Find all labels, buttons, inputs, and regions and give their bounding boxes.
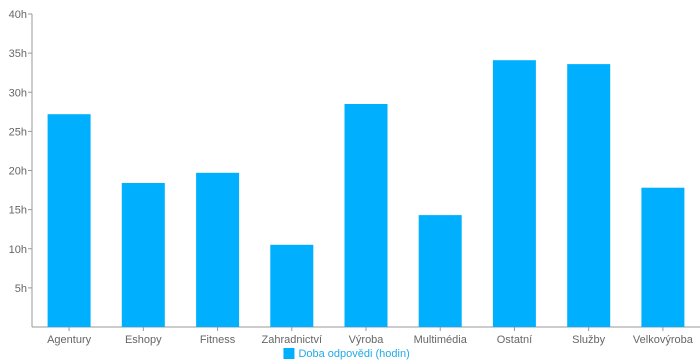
bar[interactable] bbox=[47, 114, 91, 327]
bar[interactable] bbox=[121, 183, 165, 327]
legend-swatch bbox=[283, 348, 295, 359]
y-tick-label: 40h bbox=[9, 9, 27, 21]
x-axis-labels: Agentury Eshopy Fitness Zahradnictví Výroba M… bbox=[47, 334, 694, 346]
x-tick-label: Fitness bbox=[200, 334, 236, 346]
bar[interactable] bbox=[344, 104, 388, 327]
y-tick-label: 5h bbox=[15, 283, 27, 295]
y-tick-label: 35h bbox=[9, 48, 27, 60]
bar[interactable] bbox=[492, 60, 536, 327]
x-tick-label: Výroba bbox=[349, 334, 385, 346]
y-tick-label: 30h bbox=[9, 87, 27, 99]
x-tick-label: Zahradnictví bbox=[262, 334, 323, 346]
bar[interactable] bbox=[418, 215, 462, 327]
x-tick-label: Služby bbox=[572, 334, 606, 346]
bar[interactable] bbox=[641, 187, 685, 327]
x-tick-label: Ostatní bbox=[497, 334, 532, 346]
y-tick-label: 20h bbox=[9, 166, 27, 178]
bar[interactable] bbox=[270, 244, 314, 327]
bar[interactable] bbox=[567, 64, 611, 327]
x-tick-label: Velkovýroba bbox=[633, 334, 694, 346]
legend-label[interactable]: Doba odpovědi (hodin) bbox=[298, 348, 409, 360]
legend[interactable]: Doba odpovědi (hodin) bbox=[283, 348, 410, 360]
y-tick-label: 25h bbox=[9, 126, 27, 138]
x-tick-label: Agentury bbox=[47, 334, 92, 346]
bars-group bbox=[47, 60, 685, 327]
x-tick-label: Eshopy bbox=[125, 334, 162, 346]
bar[interactable] bbox=[196, 172, 240, 327]
y-tick-label: 15h bbox=[9, 205, 27, 217]
x-tick-label: Multimédia bbox=[414, 334, 468, 346]
y-tick-label: 10h bbox=[9, 244, 27, 256]
y-axis-labels: 5h 10h 15h 20h 25h 30h 35h 40h bbox=[9, 9, 27, 295]
